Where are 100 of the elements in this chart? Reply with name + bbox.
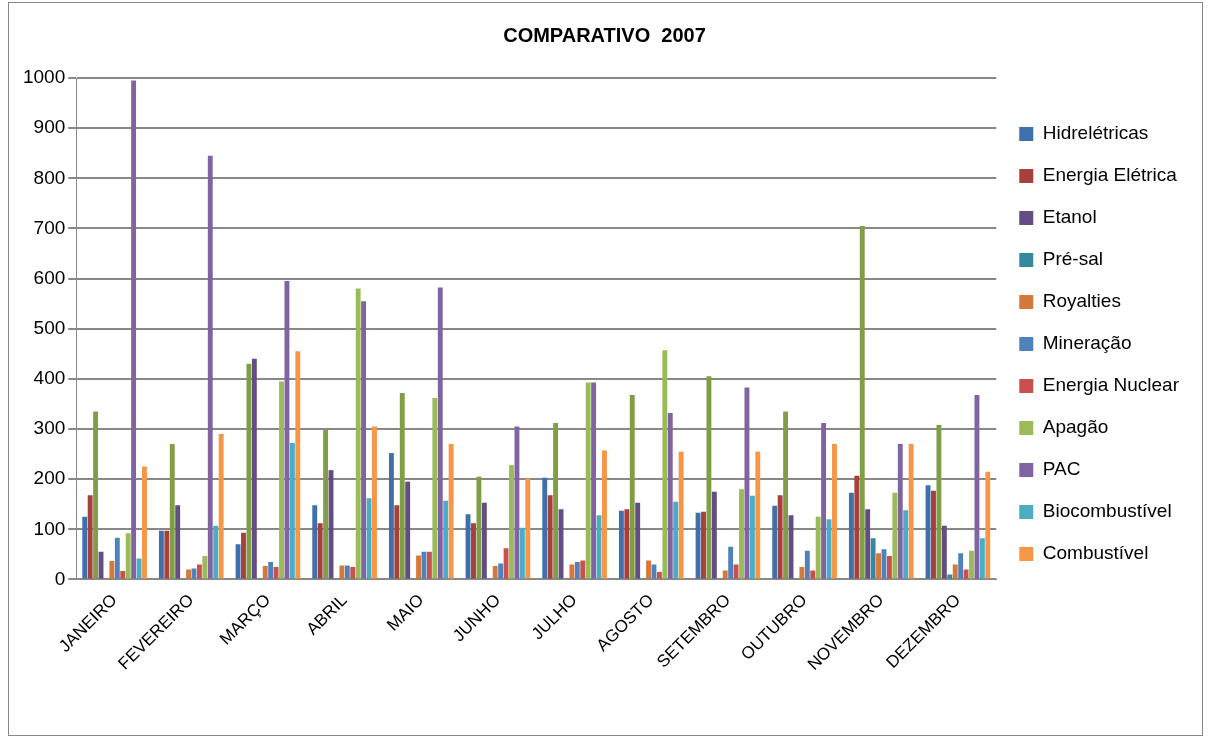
- bar: [312, 505, 318, 579]
- bar: [394, 505, 400, 579]
- bar: [859, 225, 865, 579]
- bar: [426, 551, 432, 579]
- bar: [295, 351, 301, 579]
- bar: [120, 570, 126, 579]
- legend-label: Energia Nuclear: [1042, 374, 1180, 396]
- bar: [903, 510, 909, 579]
- bar: [886, 555, 892, 579]
- bar: [339, 565, 345, 579]
- y-tick-label: 300: [33, 417, 66, 439]
- bar: [372, 426, 377, 579]
- bar: [186, 569, 191, 579]
- bar: [711, 491, 717, 579]
- bar: [815, 516, 821, 579]
- bar: [175, 505, 181, 579]
- bar: [547, 495, 553, 579]
- bar: [114, 537, 120, 579]
- bar: [618, 510, 624, 579]
- bar: [591, 382, 597, 579]
- bar: [799, 566, 805, 579]
- bar: [416, 555, 421, 579]
- bar: [635, 502, 641, 579]
- bar: [465, 514, 471, 579]
- bar: [969, 550, 974, 579]
- bar: [695, 512, 701, 579]
- bar: [569, 564, 575, 579]
- legend-label: Etanol: [1042, 206, 1097, 228]
- y-tick-label: 0: [54, 567, 66, 589]
- y-tick-label: 900: [33, 116, 66, 138]
- bar: [958, 553, 964, 579]
- bar: [432, 397, 438, 579]
- bar: [471, 523, 476, 579]
- bar: [772, 505, 778, 579]
- bar: [744, 387, 750, 579]
- bar: [213, 525, 219, 579]
- bar: [646, 560, 651, 579]
- bar: [519, 527, 525, 579]
- bar: [476, 476, 482, 579]
- legend-label: Energia Elétrica: [1042, 164, 1178, 186]
- bar: [241, 532, 246, 579]
- bar: [667, 412, 673, 579]
- bar: [985, 471, 991, 579]
- bar: [629, 394, 635, 579]
- chart-title: COMPARATIVO 2007: [503, 23, 706, 46]
- legend-label: Biocombustível: [1042, 500, 1172, 522]
- bar: [158, 530, 164, 579]
- bar: [979, 538, 985, 579]
- bar: [832, 444, 837, 579]
- bar: [448, 444, 454, 579]
- bar: [678, 451, 684, 579]
- bar: [196, 564, 202, 579]
- legend-label: Royalties: [1042, 290, 1121, 312]
- bar: [810, 570, 816, 579]
- bar: [952, 564, 958, 579]
- bar: [755, 451, 761, 579]
- bar: [574, 561, 580, 579]
- bar: [925, 485, 931, 579]
- bar: [443, 500, 449, 579]
- bar: [733, 564, 739, 579]
- bar: [777, 495, 783, 579]
- bar: [498, 563, 504, 579]
- bar: [941, 525, 947, 579]
- bar: [82, 516, 88, 579]
- bar: [783, 411, 789, 579]
- bar: [553, 423, 559, 579]
- bar: [870, 538, 876, 579]
- bar: [437, 287, 443, 579]
- bar: [131, 80, 137, 579]
- bar: [323, 430, 329, 579]
- bar: [273, 566, 279, 579]
- bar: [673, 501, 679, 579]
- bar: [701, 511, 706, 579]
- legend-label: Combustível: [1042, 542, 1149, 564]
- bar: [268, 561, 274, 579]
- bar: [580, 560, 586, 579]
- bar: [585, 382, 591, 579]
- bar: [399, 392, 405, 579]
- bar: [908, 444, 914, 579]
- bar: [509, 465, 514, 579]
- bar: [936, 425, 942, 579]
- bar: [125, 533, 131, 579]
- bar: [974, 394, 980, 579]
- bar: [514, 426, 520, 579]
- bar: [355, 288, 361, 579]
- bar: [892, 492, 898, 579]
- legend-label: PAC: [1042, 458, 1081, 480]
- bar: [246, 363, 252, 579]
- bar: [361, 301, 367, 579]
- bar: [87, 495, 93, 579]
- bar: [503, 548, 509, 579]
- bar: [142, 466, 147, 579]
- bar: [279, 381, 284, 579]
- bar: [109, 560, 115, 579]
- bar: [706, 376, 712, 579]
- bar: [931, 490, 936, 579]
- bar: [876, 553, 881, 579]
- bar: [739, 489, 744, 579]
- bar: [749, 495, 755, 579]
- bar: [542, 477, 548, 579]
